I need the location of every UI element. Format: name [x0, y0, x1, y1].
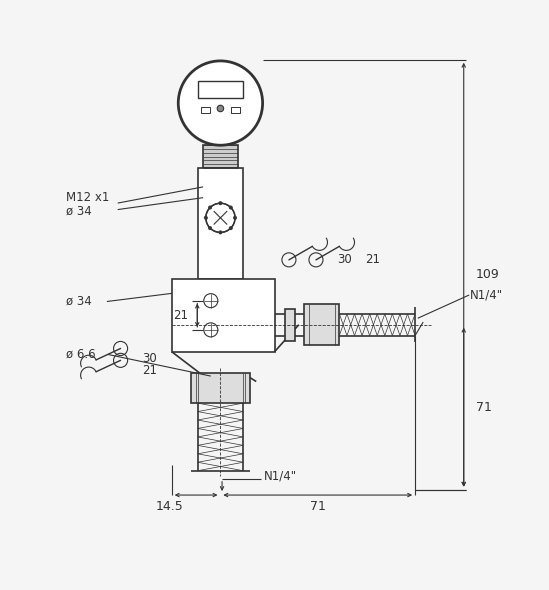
Bar [172, 279, 274, 352]
Circle shape [229, 206, 232, 209]
Bar [191, 373, 250, 403]
Text: 21: 21 [365, 253, 380, 266]
Text: N1/4": N1/4" [470, 289, 503, 301]
Text: M12 x1: M12 x1 [66, 191, 110, 204]
Circle shape [204, 216, 208, 219]
Bar [201, 107, 210, 113]
Bar [304, 304, 339, 345]
Text: 30: 30 [142, 352, 157, 365]
Bar [231, 107, 240, 113]
Text: 14.5: 14.5 [155, 500, 183, 513]
Bar [198, 81, 243, 98]
Text: 71: 71 [475, 401, 491, 414]
Circle shape [219, 202, 222, 205]
Text: 109: 109 [475, 268, 500, 281]
Circle shape [209, 206, 212, 209]
Text: 71: 71 [310, 500, 326, 513]
Text: 21: 21 [173, 309, 188, 322]
Circle shape [209, 227, 212, 230]
Circle shape [178, 61, 262, 145]
Circle shape [233, 216, 237, 219]
Text: ø 34: ø 34 [66, 205, 92, 218]
Text: 30: 30 [337, 253, 351, 266]
Circle shape [219, 231, 222, 234]
Circle shape [217, 105, 223, 112]
Circle shape [183, 66, 257, 140]
Circle shape [206, 203, 235, 232]
Bar [203, 145, 238, 168]
Text: ø 34: ø 34 [66, 295, 92, 308]
Text: ø 6.6: ø 6.6 [66, 348, 96, 361]
Bar [198, 168, 243, 279]
Bar [285, 309, 295, 341]
Circle shape [229, 227, 232, 230]
Text: 21: 21 [142, 364, 157, 377]
Text: N1/4": N1/4" [264, 470, 297, 483]
